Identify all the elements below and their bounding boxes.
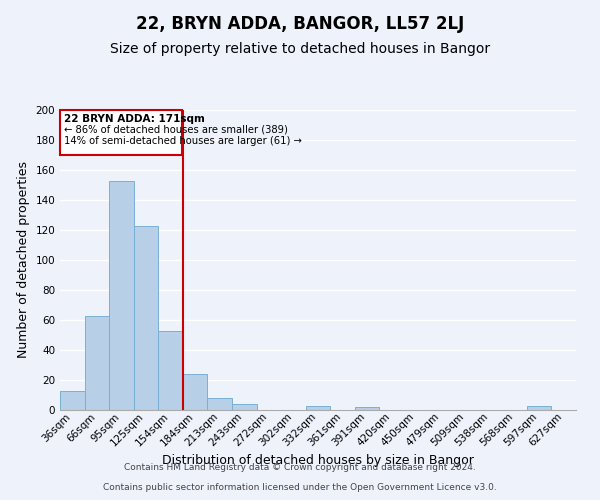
Y-axis label: Number of detached properties: Number of detached properties: [17, 162, 30, 358]
Bar: [109, 180, 134, 410]
Bar: [134, 226, 158, 410]
Bar: [232, 404, 257, 410]
Text: 14% of semi-detached houses are larger (61) →: 14% of semi-detached houses are larger (…: [64, 136, 302, 145]
X-axis label: Distribution of detached houses by size in Bangor: Distribution of detached houses by size …: [162, 454, 474, 467]
Text: Contains public sector information licensed under the Open Government Licence v3: Contains public sector information licen…: [103, 484, 497, 492]
Text: ← 86% of detached houses are smaller (389): ← 86% of detached houses are smaller (38…: [64, 125, 288, 135]
Bar: [355, 407, 379, 410]
Text: 22 BRYN ADDA: 171sqm: 22 BRYN ADDA: 171sqm: [64, 114, 205, 124]
Text: 22, BRYN ADDA, BANGOR, LL57 2LJ: 22, BRYN ADDA, BANGOR, LL57 2LJ: [136, 15, 464, 33]
Bar: [61, 110, 182, 155]
Bar: [60, 390, 85, 410]
Bar: [208, 398, 232, 410]
Bar: [306, 406, 330, 410]
Text: Contains HM Land Registry data © Crown copyright and database right 2024.: Contains HM Land Registry data © Crown c…: [124, 464, 476, 472]
Bar: [85, 316, 109, 410]
Bar: [183, 374, 208, 410]
Bar: [527, 406, 551, 410]
Bar: [158, 330, 183, 410]
Text: Size of property relative to detached houses in Bangor: Size of property relative to detached ho…: [110, 42, 490, 56]
